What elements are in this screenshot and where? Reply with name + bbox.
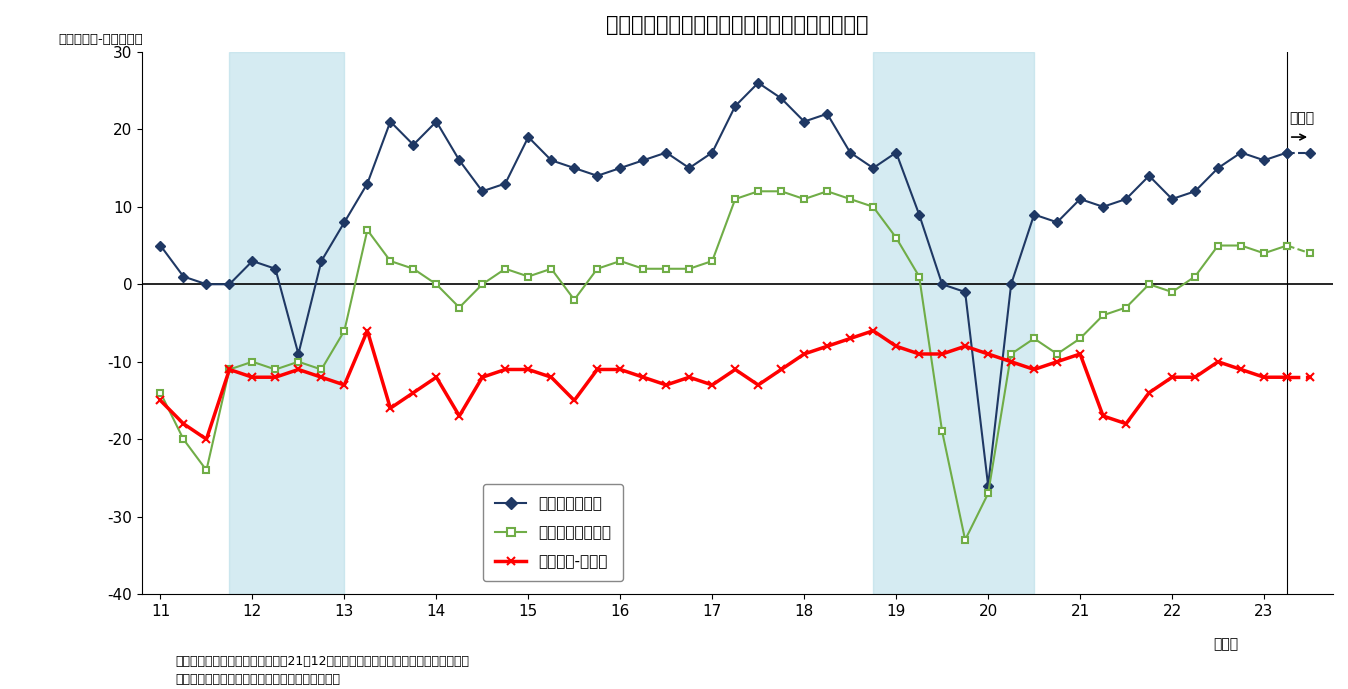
Text: （「良い」-「悪い」）: （「良い」-「悪い」）: [59, 33, 143, 46]
Text: 先行き: 先行き: [1289, 112, 1314, 125]
Title: （図表３）　大企業と中小企業の差（全産業）: （図表３） 大企業と中小企業の差（全産業）: [607, 15, 868, 35]
Text: （注）シャドーは景気後退期間、21年12月調査以降は調査対象見直し後の新ベース: （注）シャドーは景気後退期間、21年12月調査以降は調査対象見直し後の新ベース: [175, 655, 469, 668]
Text: （資料）日本銀行「全国企業短期経済観測調査」: （資料）日本銀行「全国企業短期経済観測調査」: [175, 672, 340, 686]
Bar: [229, 52, 344, 594]
Legend: 大企業・全産業, 中小企業・全産業, 中小企業-大企業: 大企業・全産業, 中小企業・全産業, 中小企業-大企業: [483, 484, 623, 581]
Bar: [874, 52, 1034, 594]
Text: （年）: （年）: [1213, 637, 1239, 651]
